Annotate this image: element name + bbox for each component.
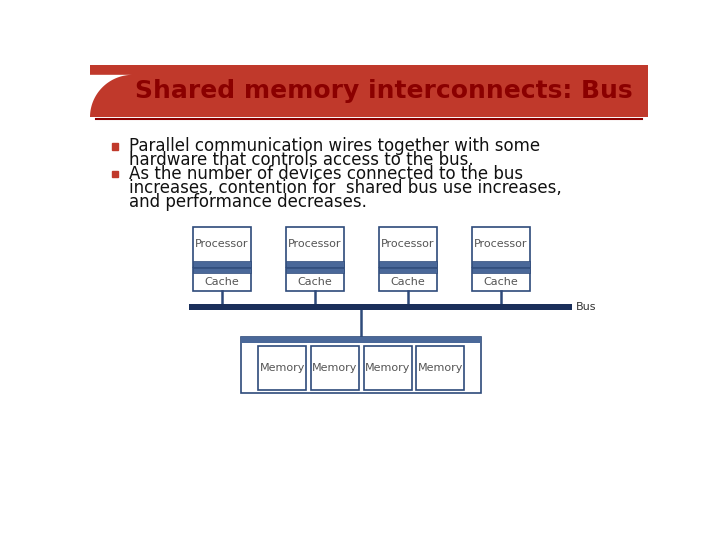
Bar: [379, 268, 437, 291]
Bar: [472, 261, 530, 267]
Text: Memory: Memory: [365, 363, 410, 373]
Text: Shared memory interconnects: Bus: Shared memory interconnects: Bus: [135, 79, 633, 103]
Polygon shape: [90, 75, 132, 117]
Text: Processor: Processor: [381, 239, 434, 249]
Bar: [364, 346, 412, 390]
Text: Memory: Memory: [418, 363, 463, 373]
Bar: [286, 268, 344, 291]
Text: Processor: Processor: [474, 239, 528, 249]
Text: increases, contention for  shared bus use increases,: increases, contention for shared bus use…: [129, 179, 562, 197]
Bar: [379, 226, 437, 267]
Bar: [241, 338, 482, 343]
Bar: [311, 346, 359, 390]
Bar: [286, 261, 344, 267]
Text: Cache: Cache: [390, 278, 425, 287]
Bar: [472, 268, 530, 291]
Text: Cache: Cache: [204, 278, 239, 287]
Bar: [241, 338, 482, 393]
Bar: [90, 65, 648, 117]
Text: hardware that controls access to the bus.: hardware that controls access to the bus…: [129, 151, 473, 169]
Bar: [286, 268, 344, 273]
Bar: [379, 261, 437, 267]
Text: Parallel communication wires together with some: Parallel communication wires together wi…: [129, 137, 540, 156]
Bar: [189, 303, 572, 309]
Bar: [112, 143, 118, 150]
Text: Cache: Cache: [297, 278, 332, 287]
Text: Bus: Bus: [575, 301, 596, 312]
Bar: [193, 268, 251, 291]
Bar: [258, 346, 306, 390]
Bar: [193, 268, 251, 273]
Bar: [193, 226, 251, 267]
Bar: [472, 268, 530, 273]
Text: Processor: Processor: [288, 239, 341, 249]
Text: As the number of devices connected to the bus: As the number of devices connected to th…: [129, 165, 523, 183]
Bar: [112, 171, 118, 177]
Text: Memory: Memory: [312, 363, 358, 373]
Text: Processor: Processor: [195, 239, 248, 249]
Bar: [416, 346, 464, 390]
Bar: [472, 226, 530, 267]
Text: and performance decreases.: and performance decreases.: [129, 193, 366, 211]
Text: Cache: Cache: [483, 278, 518, 287]
Bar: [193, 261, 251, 267]
Text: Memory: Memory: [259, 363, 305, 373]
Bar: [286, 226, 344, 267]
Bar: [379, 268, 437, 273]
